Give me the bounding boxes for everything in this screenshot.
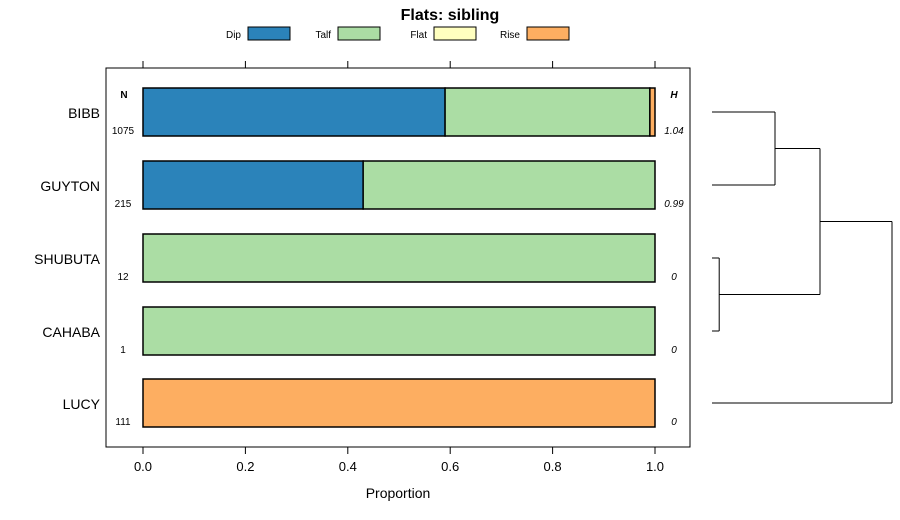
h-header: H xyxy=(670,90,678,101)
x-tick-label: 0.6 xyxy=(441,459,459,474)
row-labels: BIBB 1075 1.04 GUYTON 215 0.99 SHUBUTA 12 0 CAHAB… xyxy=(34,105,684,428)
bars xyxy=(142,87,656,428)
x-tick-label: 1.0 xyxy=(646,459,664,474)
bar-segment-bibb-rise xyxy=(649,87,656,137)
x-axis-label: Proportion xyxy=(366,485,431,501)
row-label-bibb: BIBB xyxy=(68,105,100,121)
bar-segment-lucy-rise xyxy=(142,378,656,428)
bar-segment-shubuta-talf xyxy=(142,233,656,283)
n-value-lucy: 111 xyxy=(115,417,131,428)
n-header: N xyxy=(120,90,127,101)
x-tick-label: 0.0 xyxy=(134,459,152,474)
dendrogram xyxy=(712,111,893,404)
x-tick-label: 0.4 xyxy=(339,459,357,474)
x-tick-label: 0.8 xyxy=(544,459,562,474)
bar-segment-bibb-dip xyxy=(142,87,446,137)
row-label-cahaba: CAHABA xyxy=(42,324,100,340)
bar-segment-cahaba-talf xyxy=(142,306,656,356)
bar-segment-guyton-dip xyxy=(142,160,364,210)
legend-label-rise: Rise xyxy=(500,30,520,41)
row-label-guyton: GUYTON xyxy=(40,178,100,194)
legend-swatch-dip xyxy=(247,26,291,41)
h-value-lucy: 0 xyxy=(671,417,677,428)
plot-frame xyxy=(105,67,691,448)
legend-label-talf: Talf xyxy=(315,30,331,41)
h-value-guyton: 0.99 xyxy=(664,199,684,210)
legend-label-dip: Dip xyxy=(226,30,241,41)
n-value-shubuta: 12 xyxy=(117,272,129,283)
n-value-guyton: 215 xyxy=(115,199,132,210)
legend-swatch-flat xyxy=(433,26,477,41)
bar-segment-guyton-talf xyxy=(362,160,656,210)
chart-title: Flats: sibling xyxy=(401,7,500,24)
bar-segment-bibb-talf xyxy=(444,87,651,137)
legend-swatch-talf xyxy=(337,26,381,41)
row-label-lucy: LUCY xyxy=(63,396,101,412)
h-value-shubuta: 0 xyxy=(671,272,677,283)
h-value-cahaba: 0 xyxy=(671,345,677,356)
legend: Dip Talf Flat Rise xyxy=(226,26,570,41)
n-value-bibb: 1075 xyxy=(112,126,135,137)
row-label-shubuta: SHUBUTA xyxy=(34,251,101,267)
legend-label-flat: Flat xyxy=(410,30,427,41)
h-value-bibb: 1.04 xyxy=(664,126,684,137)
x-axis: 0.0 0.2 0.4 0.6 0.8 1.0 xyxy=(134,61,664,474)
x-tick-label: 0.2 xyxy=(236,459,254,474)
n-value-cahaba: 1 xyxy=(120,345,126,356)
legend-swatch-rise xyxy=(526,26,570,41)
